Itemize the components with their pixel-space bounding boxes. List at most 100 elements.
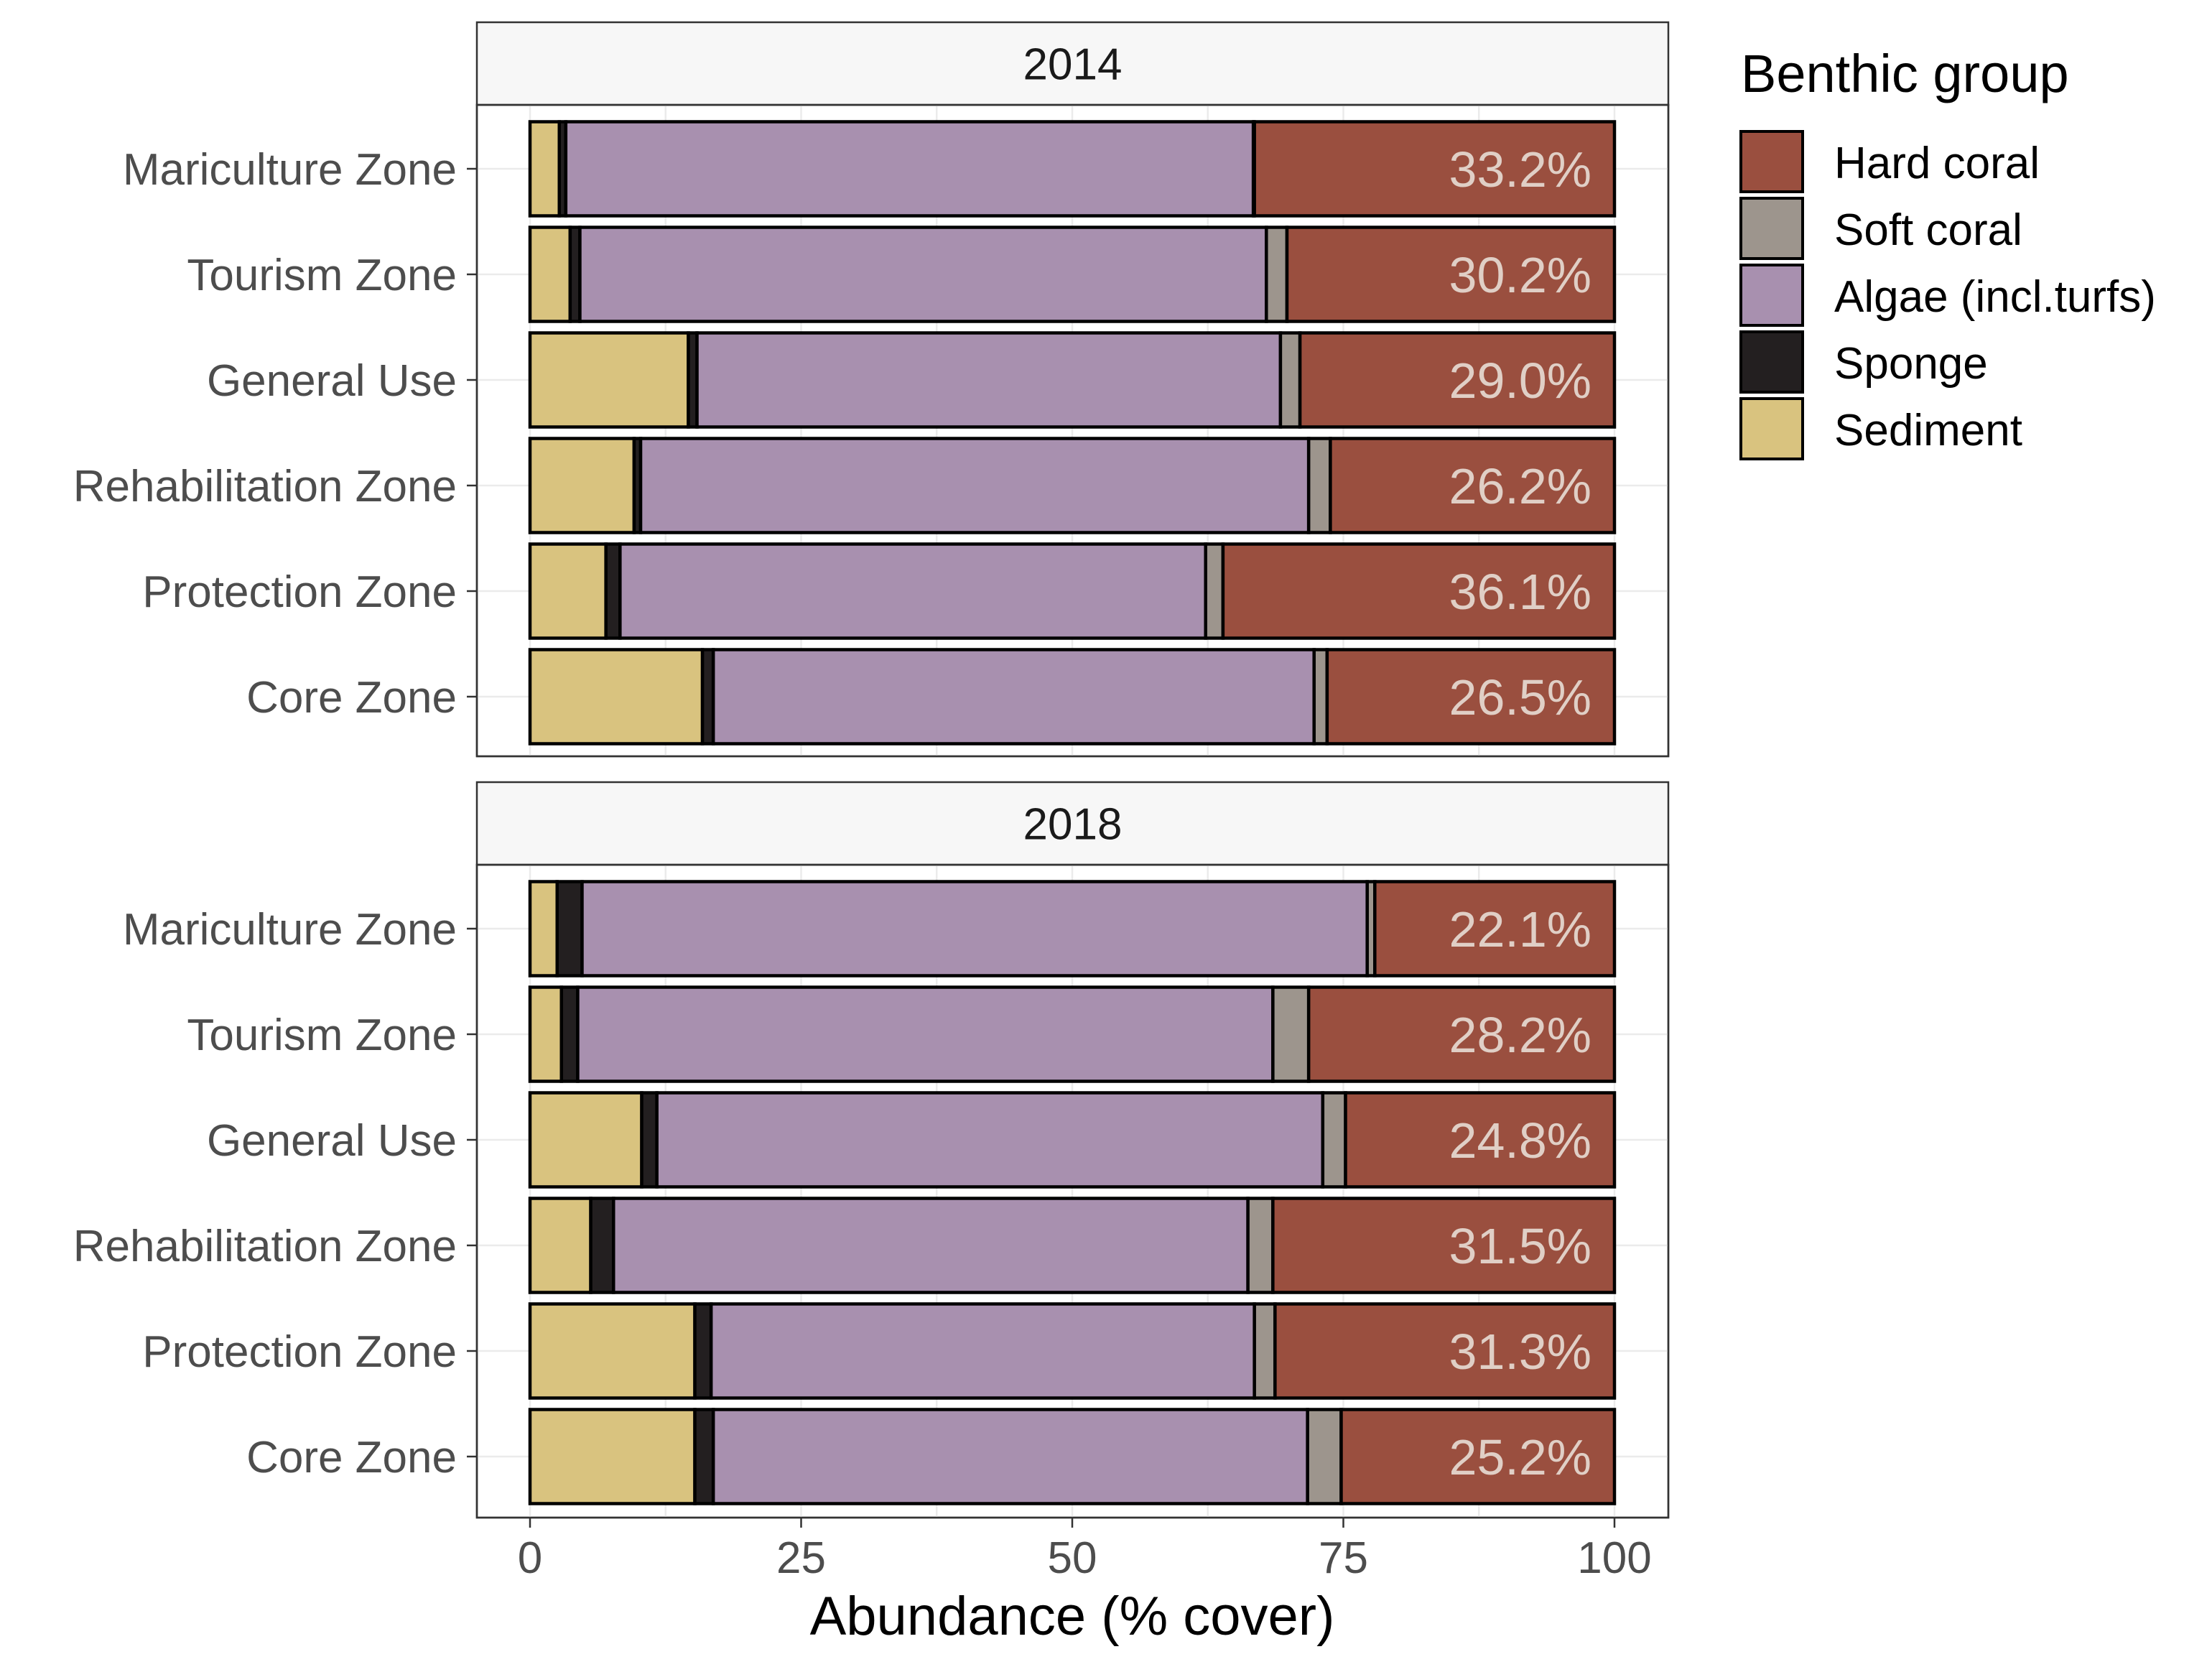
x-axis-title: Abundance (% cover): [810, 1586, 1335, 1647]
bar-segment-sediment: [528, 1408, 697, 1505]
bar-segment-hard-coral: [1253, 120, 1617, 218]
category-tick-label: Rehabilitation Zone: [73, 462, 457, 511]
bar-row: 36.1%: [528, 542, 1617, 640]
bar-segment-soft-coral: [1204, 542, 1225, 640]
bar-segment-sponge: [555, 880, 584, 978]
bar-segment-soft-coral: [1246, 1197, 1275, 1294]
bar-segment-hard-coral: [1329, 437, 1617, 534]
bar-row: 26.5%: [528, 648, 1617, 746]
legend-label: Algae (incl.turfs): [1834, 272, 2156, 322]
legend-swatch: [1739, 330, 1804, 394]
bar-segment-algae-incl-turfs: [638, 437, 1311, 534]
bar-row: 31.5%: [528, 1197, 1617, 1294]
bar-segment-sediment: [528, 648, 705, 746]
legend-label: Sediment: [1834, 406, 2022, 455]
bar-segment-soft-coral: [1278, 331, 1302, 429]
bar-row: 28.2%: [528, 985, 1617, 1083]
bar-segment-sediment: [528, 542, 608, 640]
bar-segment-soft-coral: [1306, 437, 1332, 534]
category-tick-label: Rehabilitation Zone: [73, 1222, 457, 1271]
bar-segment-sediment: [528, 1091, 643, 1189]
bar-segment-algae-incl-turfs: [711, 648, 1316, 746]
legend-entry: Sponge: [1739, 330, 1988, 394]
category-tick-label: Protection Zone: [142, 1327, 457, 1377]
bar-segment-soft-coral: [1312, 648, 1329, 746]
bar-row: 24.8%: [528, 1091, 1617, 1189]
facet-panel-2018: 2018 22.1% Mariculture Zone 28.2% Tourism Zo…: [73, 781, 1670, 1519]
facet-panel-2014: 2014 33.2% Mariculture Zone 30.2% Tourism Zo…: [73, 21, 1670, 758]
hard-coral-value-label: 22.1%: [1449, 901, 1591, 957]
bar-segment-soft-coral: [1306, 1408, 1343, 1505]
bar-segment-hard-coral: [1221, 542, 1617, 640]
bar-segment-algae-incl-turfs: [655, 1091, 1325, 1189]
panels-layer: 2014 33.2% Mariculture Zone 30.2% Tourism Zo…: [73, 21, 1670, 1519]
bar-segment-sponge: [693, 1302, 713, 1400]
x-tick-label: 0: [518, 1533, 542, 1583]
legend-swatch: [1739, 130, 1804, 193]
bar-segment-hard-coral: [1325, 648, 1617, 746]
bar-row: 33.2%: [528, 120, 1617, 218]
bar-segment-sediment: [528, 880, 559, 978]
bar-segment-sediment: [528, 120, 562, 218]
bar-segment-sponge: [640, 1091, 659, 1189]
bar-segment-sediment: [528, 331, 690, 429]
bar-segment-hard-coral: [1339, 1408, 1617, 1505]
legend-entry: Algae (incl.turfs): [1739, 264, 2156, 327]
bar-segment-algae-incl-turfs: [709, 1302, 1256, 1400]
bar-segment-sponge: [604, 542, 622, 640]
bar-segment-algae-incl-turfs: [576, 985, 1275, 1083]
category-tick-label: General Use: [207, 1116, 457, 1166]
legend: Benthic group Hard coral Soft coral Algae …: [1739, 44, 2156, 460]
bar-segment-algae-incl-turfs: [580, 880, 1369, 978]
legend-entry: Soft coral: [1739, 197, 2022, 260]
x-tick-label: 75: [1319, 1533, 1368, 1583]
legend-label: Sponge: [1834, 339, 1988, 389]
bar-segment-algae-incl-turfs: [612, 1197, 1250, 1294]
bar-segment-hard-coral: [1273, 1302, 1617, 1400]
legend-entry: Sediment: [1739, 397, 2022, 460]
facet-strip-label: 2014: [1023, 40, 1123, 90]
bar-segment-sponge: [700, 648, 715, 746]
bar-segment-algae-incl-turfs: [618, 542, 1207, 640]
bar-segment-soft-coral: [1253, 1302, 1277, 1400]
bar-segment-sediment: [528, 226, 572, 323]
bar-segment-soft-coral: [1271, 985, 1311, 1083]
hard-coral-value-label: 31.5%: [1449, 1218, 1591, 1274]
bar-segment-sediment: [528, 1302, 697, 1400]
bar-segment-sediment: [528, 437, 636, 534]
legend-swatch: [1739, 264, 1804, 327]
bar-row: 31.3%: [528, 1302, 1617, 1400]
hard-coral-value-label: 31.3%: [1449, 1324, 1591, 1380]
facet-strip-label: 2018: [1023, 800, 1123, 850]
category-tick-label: Core Zone: [246, 673, 457, 723]
hard-coral-value-label: 25.2%: [1449, 1429, 1591, 1485]
x-tick-label: 100: [1577, 1533, 1651, 1583]
panel-border: [475, 103, 1670, 758]
category-tick-label: Protection Zone: [142, 567, 457, 617]
bar-segment-hard-coral: [1298, 331, 1617, 429]
bar-segment-soft-coral: [1321, 1091, 1347, 1189]
bar-segment-sponge: [693, 1408, 715, 1505]
bar-segment-hard-coral: [1285, 226, 1617, 323]
x-tick-label: 25: [776, 1533, 826, 1583]
bar-segment-hard-coral: [1306, 985, 1617, 1083]
hard-coral-value-label: 24.8%: [1449, 1113, 1591, 1169]
hard-coral-value-label: 36.1%: [1449, 564, 1591, 620]
legend-swatch: [1739, 197, 1804, 260]
bar-segment-hard-coral: [1271, 1197, 1617, 1294]
category-tick-label: Tourism Zone: [187, 251, 457, 300]
bar-segment-hard-coral: [1373, 880, 1617, 978]
bar-row: 30.2%: [528, 226, 1617, 323]
legend-label: Hard coral: [1834, 139, 2040, 188]
legend-entry: Hard coral: [1739, 130, 2040, 193]
category-tick-label: Mariculture Zone: [123, 905, 457, 955]
bar-segment-sponge: [559, 985, 580, 1083]
legend-label: Soft coral: [1834, 205, 2022, 255]
bar-segment-hard-coral: [1344, 1091, 1617, 1189]
legend-title: Benthic group: [1741, 44, 2069, 103]
hard-coral-value-label: 33.2%: [1449, 141, 1591, 198]
hard-coral-value-label: 26.2%: [1449, 458, 1591, 514]
bar-segment-algae-incl-turfs: [711, 1408, 1309, 1505]
bar-segment-algae-incl-turfs: [578, 226, 1268, 323]
